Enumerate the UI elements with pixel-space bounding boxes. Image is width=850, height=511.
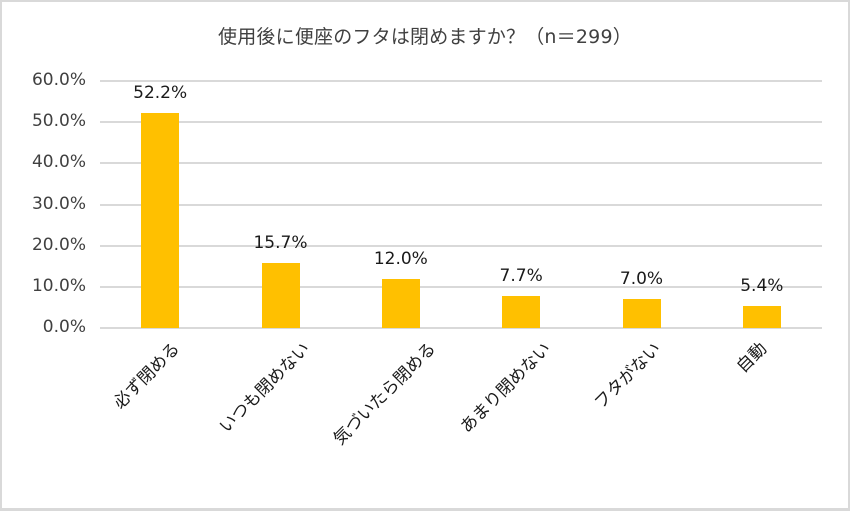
gridline xyxy=(100,121,822,124)
data-label: 52.2% xyxy=(133,83,188,104)
y-tick-label: 20.0% xyxy=(31,234,86,255)
bar xyxy=(742,305,781,328)
y-tick-label: 0.0% xyxy=(42,317,86,337)
y-tick-label: 30.0% xyxy=(31,193,86,214)
bar xyxy=(261,263,300,328)
gridline xyxy=(100,203,822,206)
gridline xyxy=(100,162,822,165)
y-tick-label: 40.0% xyxy=(31,152,86,173)
data-label: 5.4% xyxy=(740,275,784,296)
bar xyxy=(622,299,661,328)
gridline xyxy=(100,80,822,82)
plot-area: 52.2% 15.7% 12.0% 7.7% 7.0% 5.4% xyxy=(100,80,822,329)
y-tick-label: 50.0% xyxy=(31,111,86,132)
data-label: 12.0% xyxy=(373,248,428,269)
y-tick-label: 10.0% xyxy=(31,275,86,296)
gridline xyxy=(100,285,822,288)
bar xyxy=(502,296,541,328)
gridline xyxy=(100,327,822,329)
bar xyxy=(141,113,180,328)
data-label: 15.7% xyxy=(253,233,308,254)
bar xyxy=(381,278,420,328)
gridline xyxy=(100,244,822,247)
chart-title: 使用後に便座のフタは閉めますか？（n＝299） xyxy=(218,26,632,48)
data-label: 7.7% xyxy=(499,266,543,287)
data-label: 7.0% xyxy=(619,269,664,290)
y-tick-label: 60.0% xyxy=(31,70,86,90)
